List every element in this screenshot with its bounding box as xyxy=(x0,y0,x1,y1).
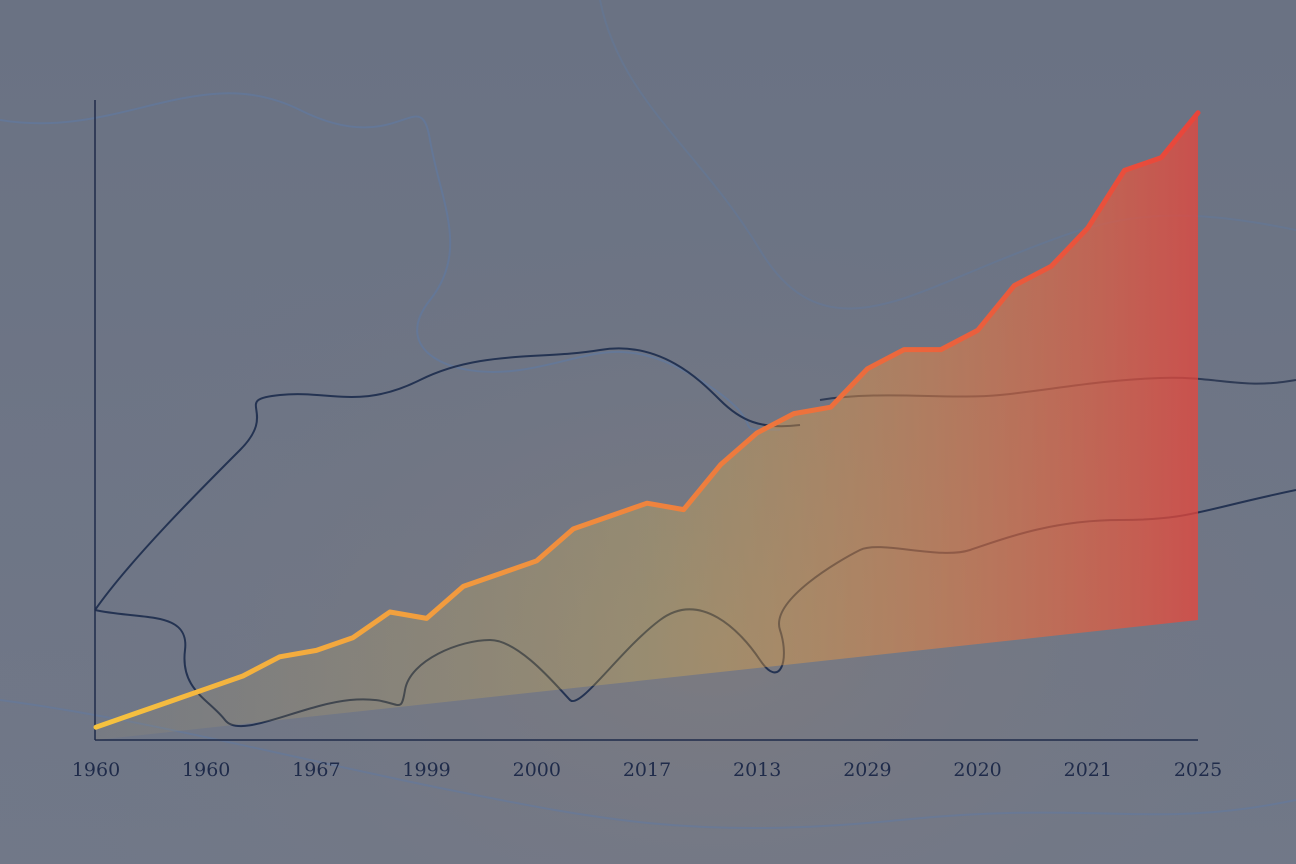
x-tick-label: 1960 xyxy=(72,759,120,781)
x-tick-label: 2017 xyxy=(623,759,671,781)
x-tick-label: 2029 xyxy=(843,759,891,781)
x-tick-label: 2020 xyxy=(953,759,1001,781)
x-tick-label: 2000 xyxy=(513,759,561,781)
x-tick-label: 2025 xyxy=(1174,759,1222,781)
x-tick-label: 1967 xyxy=(292,759,340,781)
area-fill xyxy=(96,112,1198,741)
x-tick-label: 2021 xyxy=(1064,759,1112,781)
x-tick-label: 1999 xyxy=(402,759,450,781)
line xyxy=(93,110,1201,730)
x-tick-label: 2013 xyxy=(733,759,781,781)
x-tick-label: 1960 xyxy=(182,759,230,781)
